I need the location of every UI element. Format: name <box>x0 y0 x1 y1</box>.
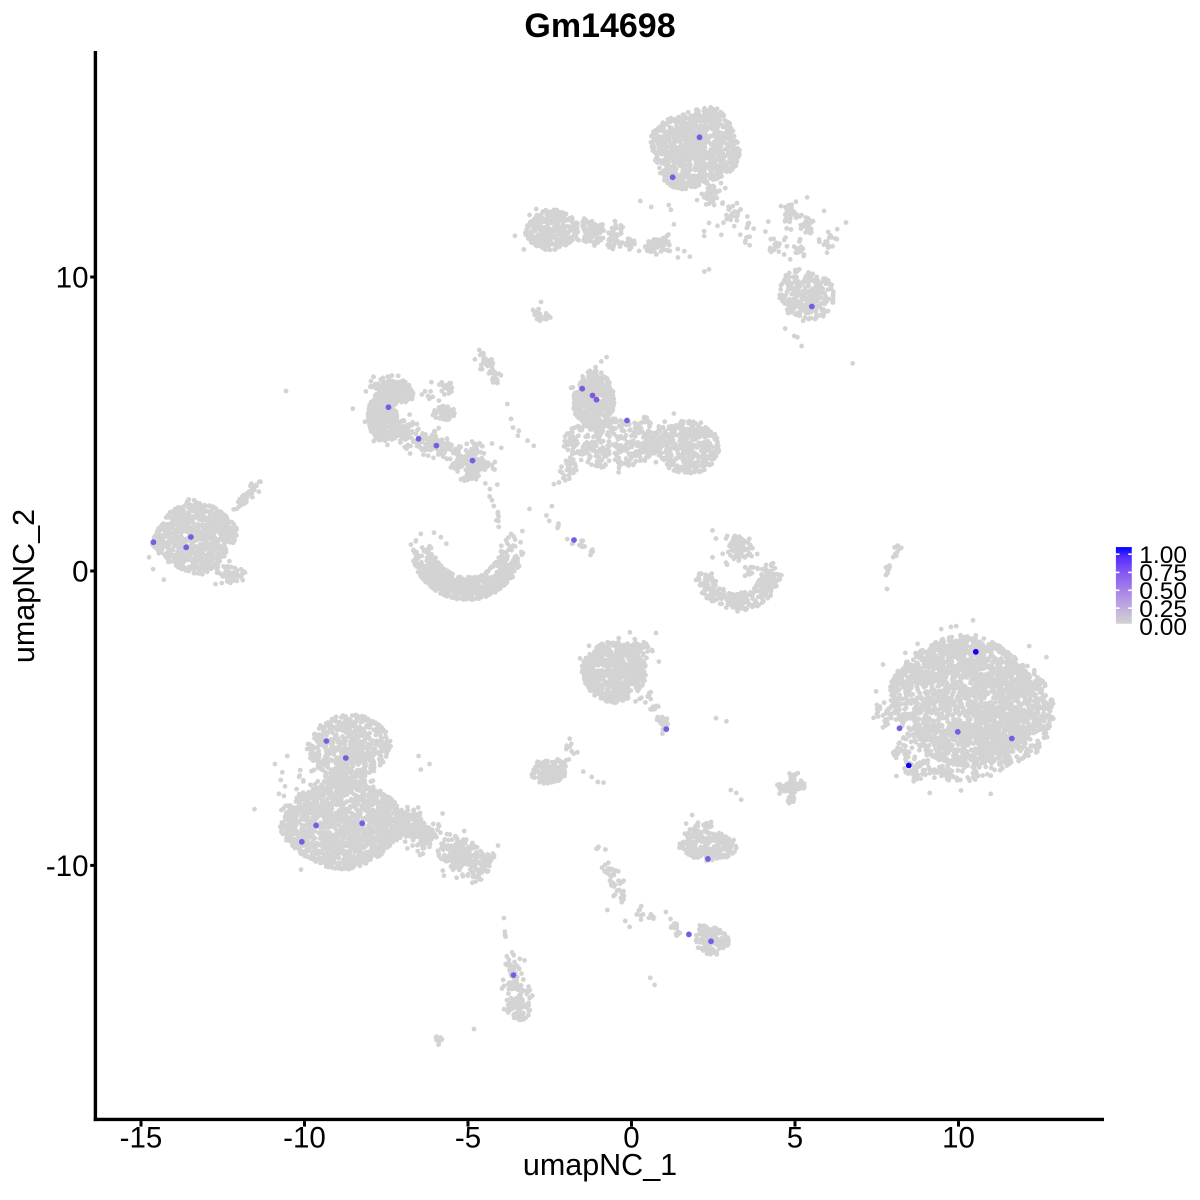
svg-text:0: 0 <box>623 1122 639 1155</box>
svg-text:0.75: 0.75 <box>1139 560 1187 587</box>
svg-text:Gm14698: Gm14698 <box>524 7 675 45</box>
svg-text:5: 5 <box>787 1122 803 1155</box>
svg-text:0.25: 0.25 <box>1139 596 1187 623</box>
svg-text:umapNC_1: umapNC_1 <box>523 1148 677 1182</box>
svg-text:umapNC_2: umapNC_2 <box>7 509 41 663</box>
svg-text:1.00: 1.00 <box>1139 542 1187 569</box>
svg-text:0.50: 0.50 <box>1139 578 1187 605</box>
svg-text:0: 0 <box>72 556 88 589</box>
svg-text:0.00: 0.00 <box>1139 614 1187 641</box>
svg-text:-10: -10 <box>46 850 89 883</box>
svg-text:-15: -15 <box>120 1122 163 1155</box>
svg-text:10: 10 <box>942 1122 975 1155</box>
svg-text:-5: -5 <box>455 1122 481 1155</box>
svg-text:10: 10 <box>56 262 89 295</box>
svg-text:-10: -10 <box>283 1122 326 1155</box>
